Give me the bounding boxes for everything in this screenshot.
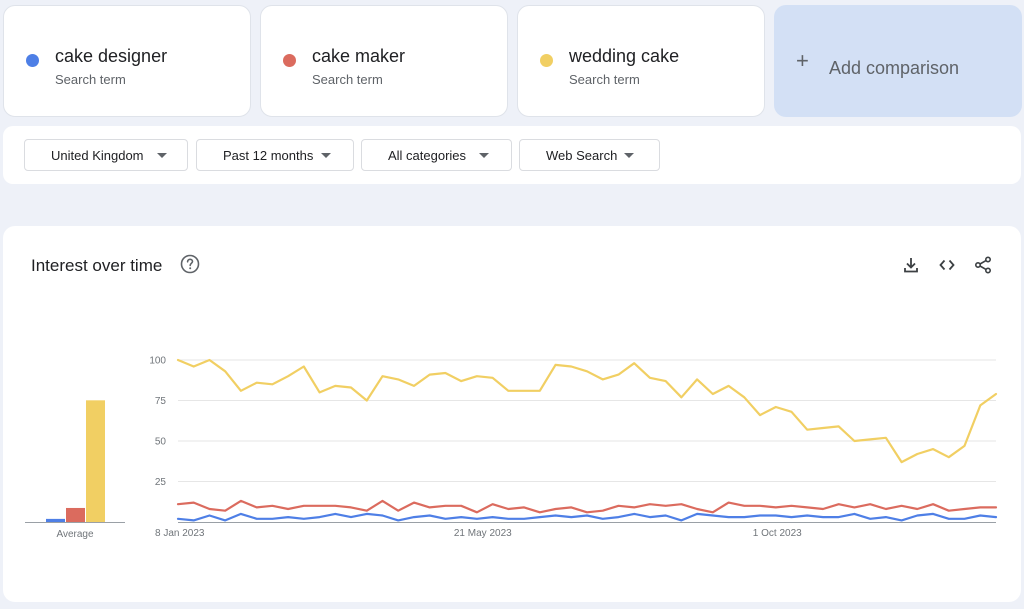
region-dropdown[interactable]: United Kingdom [24,139,188,171]
search-term-name[interactable]: wedding cake [569,46,680,66]
category-dropdown[interactable]: All categories [361,139,512,171]
search-term-card-2[interactable]: cake maker Search term [260,5,508,117]
series-color-dot [26,54,39,67]
search-term-type: Search term [312,72,383,87]
series-line-cake-maker [176,499,998,514]
filter-bar: United Kingdom Past 12 months All catego… [3,126,1021,184]
search-type-dropdown[interactable]: Web Search [519,139,660,171]
y-tick-label-25: 25 [155,477,167,488]
series-line-wedding-cake [176,358,998,464]
search-term-card-1[interactable]: cake designer Search term [3,5,251,117]
x-tick-label: 1 Oct 2023 [753,528,802,539]
help-icon[interactable] [180,254,200,274]
average-bar-wedding-cake [86,400,105,522]
average-bar-cake-designer [46,518,65,522]
search-type-dropdown-label: Web Search [546,148,618,163]
embed-icon[interactable] [938,256,956,274]
x-tick-label: 8 Jan 2023 [155,528,205,539]
search-term-type: Search term [55,72,126,87]
interest-over-time-panel: Interest over time Average 25 50 75 100 8 Ja… [3,226,1021,602]
search-term-card-3[interactable]: wedding cake Search term [517,5,765,117]
share-icon[interactable] [974,256,992,274]
caret-down-icon [624,153,634,158]
average-bar-cake-maker [66,507,85,522]
average-category-label: Average [56,529,94,540]
y-tick-label-75: 75 [155,396,167,407]
caret-down-icon [157,153,167,158]
plus-icon: + [796,48,809,73]
series-color-dot [540,54,553,67]
panel-title: Interest over time [31,256,163,275]
series-color-dot [283,54,296,67]
region-dropdown-label: United Kingdom [51,148,144,163]
search-term-type: Search term [569,72,640,87]
search-term-name[interactable]: cake maker [312,46,406,66]
search-term-name[interactable]: cake designer [55,46,168,66]
series-line-cake-designer [176,512,998,522]
interest-line-chart: 25 50 75 100 8 Jan 2023 21 May 2023 1 Oct 2023 [149,356,998,539]
download-icon[interactable] [902,256,920,274]
add-comparison-button[interactable]: + Add comparison [774,5,1022,117]
y-tick-label-100: 100 [149,356,166,367]
add-comparison-label: Add comparison [829,58,960,78]
caret-down-icon [479,153,489,158]
category-dropdown-label: All categories [388,148,467,163]
time-range-dropdown[interactable]: Past 12 months [196,139,354,171]
time-range-dropdown-label: Past 12 months [223,148,314,163]
caret-down-icon [321,153,331,158]
average-bar-chart: Average [25,400,125,540]
y-tick-label-50: 50 [155,437,167,448]
x-tick-label: 21 May 2023 [454,528,512,539]
